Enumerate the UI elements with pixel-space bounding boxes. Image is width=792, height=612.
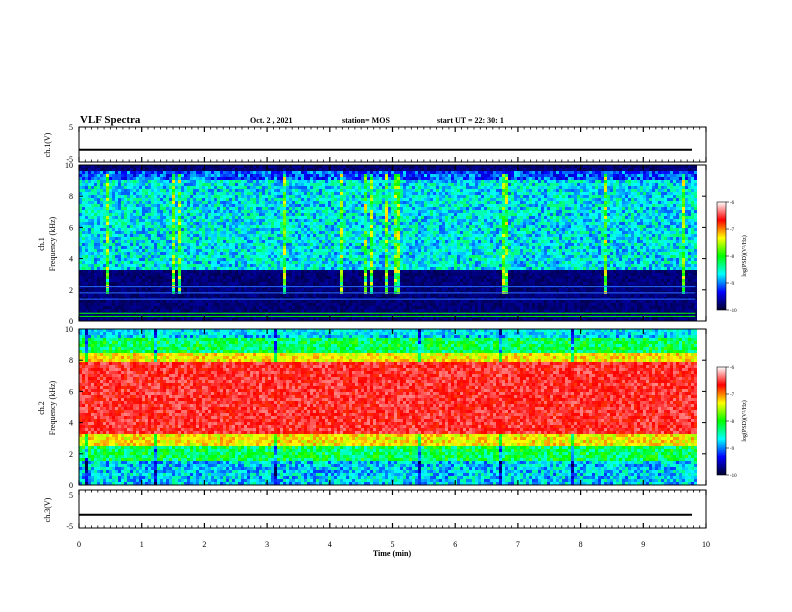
ch1-ytick-top: 5 <box>69 123 73 132</box>
p2-ytick-4: 4 <box>69 255 73 264</box>
ch3-ytick-top: 5 <box>69 491 73 500</box>
figure-title: VLF Spectra <box>80 114 141 126</box>
cb2-tick-4: -10 <box>730 474 737 479</box>
ch1-voltage-ylabel: ch.1(V) <box>43 132 52 157</box>
time-tick-0: 0 <box>77 540 81 549</box>
cb1-label: log(PSD)(V²/Hz) <box>741 235 748 276</box>
ch1-ylabel-line1: ch.1 <box>37 237 46 251</box>
ch1-voltage-frame <box>79 127 706 162</box>
ch2-ylabel-line2: Frequency (kHz) <box>48 380 57 435</box>
time-tick-3: 3 <box>265 540 269 549</box>
time-tick-10: 10 <box>702 540 710 549</box>
cb1-bar <box>717 202 726 310</box>
ch3-voltage-ylabel: ch.3(V) <box>43 497 52 522</box>
cb1-tick-3: -9 <box>730 282 735 287</box>
ch2-spectrogram-ylabel-channel: ch.2 <box>37 401 46 415</box>
ch1-spectrogram-ylabel-channel: ch.1 <box>37 237 46 251</box>
ch3-voltage-frame <box>79 490 706 528</box>
time-tick-7: 7 <box>516 540 520 549</box>
time-tick-5: 5 <box>391 540 395 549</box>
p3-ytick-10: 10 <box>65 325 73 334</box>
ch2-spectrogram-panel: 0 2 4 6 8 10 ch.2 Frequency (kHz) <box>37 325 706 490</box>
p3-ytick-2: 2 <box>69 450 73 459</box>
ch2-spectrogram-ylabel-freq: Frequency (kHz) <box>48 380 57 435</box>
ch1-voltage-panel: 5 -5 ch.1(V) <box>43 123 706 164</box>
ch1-spectrogram-ylabel-freq: Frequency (kHz) <box>48 216 57 271</box>
cb2-tick-0: -6 <box>730 366 735 371</box>
ch1-ylabel-line2: Frequency (kHz) <box>48 216 57 271</box>
ch3-voltage-panel: 5 -5 ch.3(V) <box>43 490 706 531</box>
start-time-label: start UT = 22: 30: 1 <box>437 116 504 125</box>
cb2-tick-2: -8 <box>730 420 735 425</box>
date-label: Oct. 2 , 2021 <box>250 116 292 125</box>
p3-ytick-0: 0 <box>69 481 73 490</box>
ch1-spectrogram-image <box>79 165 706 321</box>
time-axis-label: Time (min) <box>373 549 412 558</box>
p2-ytick-10: 10 <box>65 161 73 170</box>
p2-ytick-6: 6 <box>69 223 73 232</box>
time-tick-4: 4 <box>328 540 332 549</box>
p3-ytick-8: 8 <box>69 356 73 365</box>
cb2-bar <box>717 367 726 475</box>
p3-ytick-6: 6 <box>69 387 73 396</box>
cb2-tick-3: -9 <box>730 447 735 452</box>
time-tick-6: 6 <box>453 540 457 549</box>
time-tick-1: 1 <box>140 540 144 549</box>
station-label: station= MOS <box>342 116 390 125</box>
time-tick-8: 8 <box>579 540 583 549</box>
cb2-label: log(PSD)(V²/Hz) <box>741 400 748 441</box>
cb1-tick-2: -8 <box>730 255 735 260</box>
cb1-tick-1: -7 <box>730 228 735 233</box>
ch2-spectrogram-image <box>79 329 706 485</box>
p2-ytick-2: 2 <box>69 286 73 295</box>
ch1-colorbar: -6 -7 -8 -9 -10 log(PSD)(V²/Hz) <box>717 201 748 314</box>
ch3-ytick-bottom: -5 <box>66 522 73 531</box>
cb2-tick-1: -7 <box>730 393 735 398</box>
p2-ytick-8: 8 <box>69 192 73 201</box>
time-tick-9: 9 <box>641 540 645 549</box>
cb1-tick-4: -10 <box>730 309 737 314</box>
ch2-colorbar: -6 -7 -8 -9 -10 log(PSD)(V²/Hz) <box>717 366 748 479</box>
time-tick-2: 2 <box>202 540 206 549</box>
p3-ytick-4: 4 <box>69 419 73 428</box>
cb1-tick-0: -6 <box>730 201 735 206</box>
ch2-ylabel-line1: ch.2 <box>37 401 46 415</box>
